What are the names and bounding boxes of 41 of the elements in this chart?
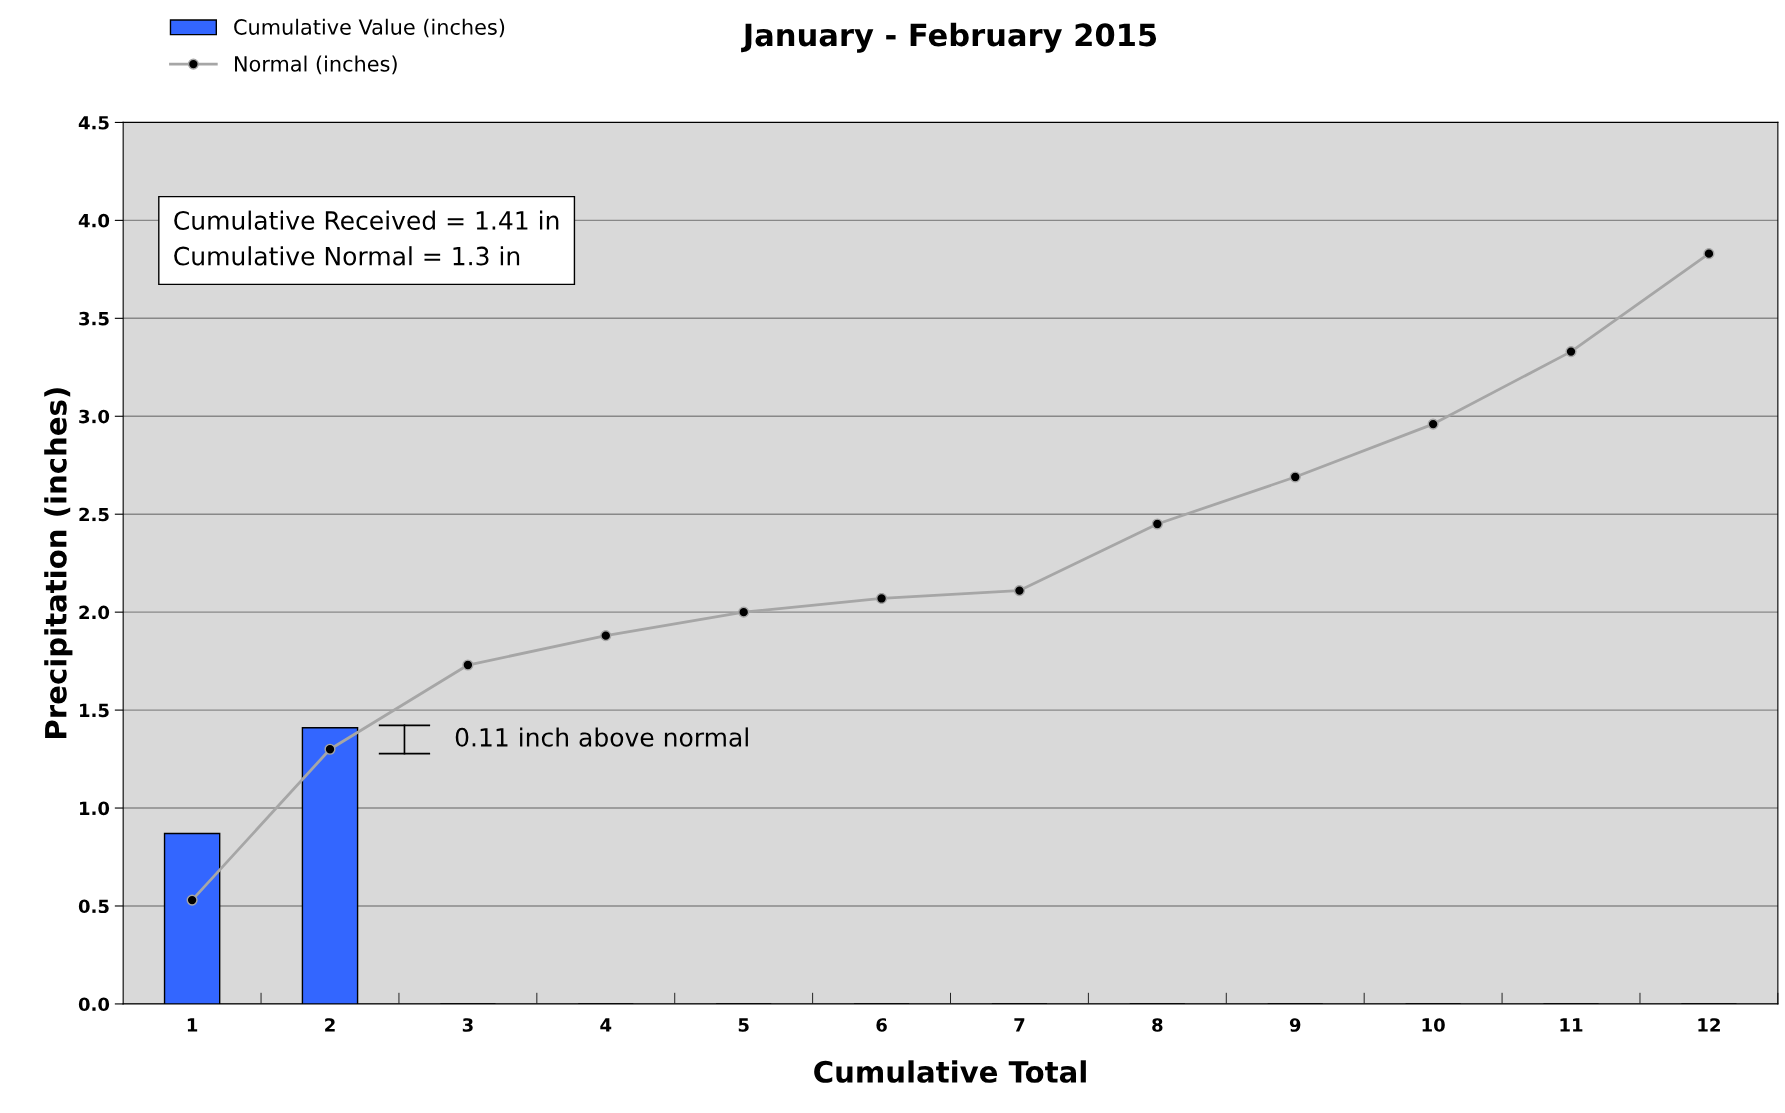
y-tick-label: 4.5 [78,116,109,130]
point [324,743,336,755]
point [1565,346,1577,358]
y-axis-title: Precipitation (inches) [44,388,73,738]
point [1427,418,1439,430]
point [1013,585,1026,597]
x-tick-label: 5 [738,1018,749,1032]
y-tick-label: 4.0 [78,213,110,228]
y-tick-label: 0.5 [78,899,109,914]
x-tick-label: 8 [1152,1018,1163,1032]
x-tick-label: 7 [1014,1018,1025,1032]
point [1289,471,1301,483]
y-tick-label: 2.0 [79,605,110,620]
x-tick-label: 1 [187,1018,198,1032]
legend-label: Cumulative Value (inches) [234,18,505,38]
y-tick-label: 3.5 [79,311,109,326]
x-tick-label: 3 [462,1018,473,1032]
point [1703,248,1715,260]
point [1151,518,1163,530]
annotation: 0.11 inch above normal [455,727,748,747]
point [600,630,612,642]
point [186,894,198,906]
x-axis-title: Cumulative Total [814,1060,1086,1083]
y-tick-label: 1.0 [80,801,110,816]
point [876,592,888,604]
x-tick-label: 12 [1698,1018,1720,1032]
x-tick-label: 10 [1422,1018,1445,1032]
x-tick-label: 11 [1560,1018,1583,1032]
y-tick-label: 3.0 [79,409,110,424]
annotation: Cumulative Received = 1.41 in Cumulative Normal = 1.3 in [174,210,559,266]
x-tick-label: 6 [876,1018,887,1032]
point [462,659,474,671]
x-tick-label: 2 [325,1018,335,1032]
y-tick-label: 1.5 [80,703,109,718]
legend-label: Normal (inches) [235,55,397,75]
chart-title: January - February 2015 [741,22,1157,53]
point [738,606,750,618]
x-tick-label: 4 [600,1018,612,1032]
y-tick-label: 0.0 [78,997,110,1012]
y-tick-label: 2.5 [79,507,109,522]
x-tick-label: 9 [1289,1018,1301,1032]
